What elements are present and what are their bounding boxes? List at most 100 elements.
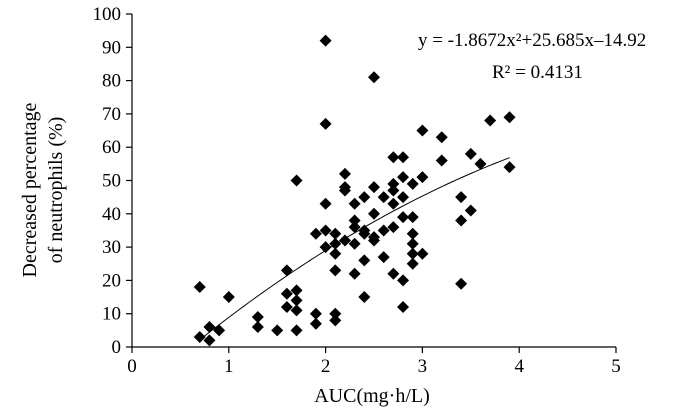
data-point	[203, 334, 216, 347]
data-point	[406, 211, 419, 224]
data-point	[309, 227, 322, 240]
data-point	[397, 191, 410, 204]
y-tick-label: 100	[93, 4, 122, 25]
data-point	[348, 214, 361, 227]
data-point	[348, 267, 361, 280]
data-point	[329, 247, 342, 260]
data-point	[309, 307, 322, 320]
data-point	[280, 287, 293, 300]
x-tick-label: 4	[514, 356, 524, 377]
y-tick-label: 40	[102, 204, 121, 225]
data-point	[309, 317, 322, 330]
y-axis-title: Decreased percentage of neutrophils (%)	[19, 102, 67, 277]
data-point	[290, 284, 303, 297]
data-point	[338, 234, 351, 247]
data-point	[397, 151, 410, 164]
data-point	[387, 184, 400, 197]
y-axis-title-line-1: Decreased percentage	[19, 102, 41, 277]
data-point	[416, 171, 429, 184]
data-point	[193, 281, 206, 294]
y-tick-label: 90	[102, 37, 121, 58]
data-point	[503, 161, 516, 174]
data-point	[368, 181, 380, 194]
data-point	[387, 221, 400, 234]
data-point	[455, 191, 468, 204]
data-point	[387, 197, 400, 210]
x-tick-label: 1	[224, 356, 234, 377]
data-point	[435, 131, 448, 144]
data-point	[290, 304, 303, 317]
data-point	[377, 191, 390, 204]
data-point	[387, 177, 400, 190]
data-point	[416, 247, 429, 260]
data-point	[397, 171, 410, 184]
x-tick-label: 2	[321, 356, 331, 377]
data-point	[484, 114, 497, 127]
data-point	[280, 301, 293, 314]
y-tick-label: 70	[102, 104, 121, 125]
x-tick-label: 0	[127, 356, 137, 377]
y-tick-label: 50	[102, 171, 121, 192]
data-point	[193, 331, 206, 344]
data-point	[329, 307, 342, 320]
data-point	[251, 311, 264, 324]
data-point	[358, 291, 371, 304]
data-point	[222, 291, 235, 304]
y-tick-label: 80	[102, 71, 121, 92]
data-point	[464, 204, 477, 217]
data-point	[368, 207, 380, 220]
y-tick-label: 20	[102, 270, 121, 291]
data-point	[203, 321, 216, 334]
x-tick-label: 5	[611, 356, 621, 377]
r-squared-label: R² = 0.4131	[492, 62, 583, 83]
data-point	[271, 324, 284, 337]
data-point	[358, 191, 371, 204]
data-point	[319, 241, 332, 254]
data-point	[319, 34, 332, 47]
x-axis-title: AUC(mg·h/L)	[314, 385, 430, 407]
regression-equation: y = -1.8672x²+25.685x–14.92	[418, 30, 646, 51]
data-point	[455, 277, 468, 290]
data-point	[397, 274, 410, 287]
data-point	[387, 151, 400, 164]
data-point	[348, 197, 361, 210]
x-tick-label: 3	[418, 356, 428, 377]
data-point	[329, 264, 342, 277]
data-point	[338, 167, 351, 180]
data-point	[377, 251, 390, 264]
data-point	[406, 237, 419, 250]
data-point	[464, 147, 477, 160]
data-point	[213, 324, 226, 337]
data-point	[406, 257, 419, 270]
data-point	[329, 227, 342, 240]
data-point	[290, 324, 303, 337]
data-point	[435, 154, 448, 167]
data-point	[329, 237, 342, 250]
data-point	[397, 211, 410, 224]
data-point	[319, 224, 332, 237]
y-tick-label: 30	[102, 237, 121, 258]
data-point	[368, 234, 380, 247]
data-point	[280, 264, 293, 277]
data-point	[348, 221, 361, 234]
data-point	[251, 321, 264, 334]
data-point	[503, 111, 516, 124]
data-point	[348, 237, 361, 250]
data-point	[329, 314, 342, 327]
data-point	[358, 227, 371, 240]
data-point	[406, 177, 419, 190]
data-point	[474, 157, 487, 170]
data-point	[290, 294, 303, 307]
data-point	[406, 247, 419, 260]
data-point	[290, 174, 303, 187]
data-point	[455, 214, 468, 227]
data-point	[338, 184, 351, 197]
y-tick-label: 0	[112, 337, 122, 358]
points-layer	[193, 34, 516, 347]
data-point	[397, 301, 410, 314]
data-point	[358, 254, 371, 267]
data-point	[377, 224, 390, 237]
y-tick-label: 10	[102, 304, 121, 325]
y-tick-label: 60	[102, 137, 121, 158]
